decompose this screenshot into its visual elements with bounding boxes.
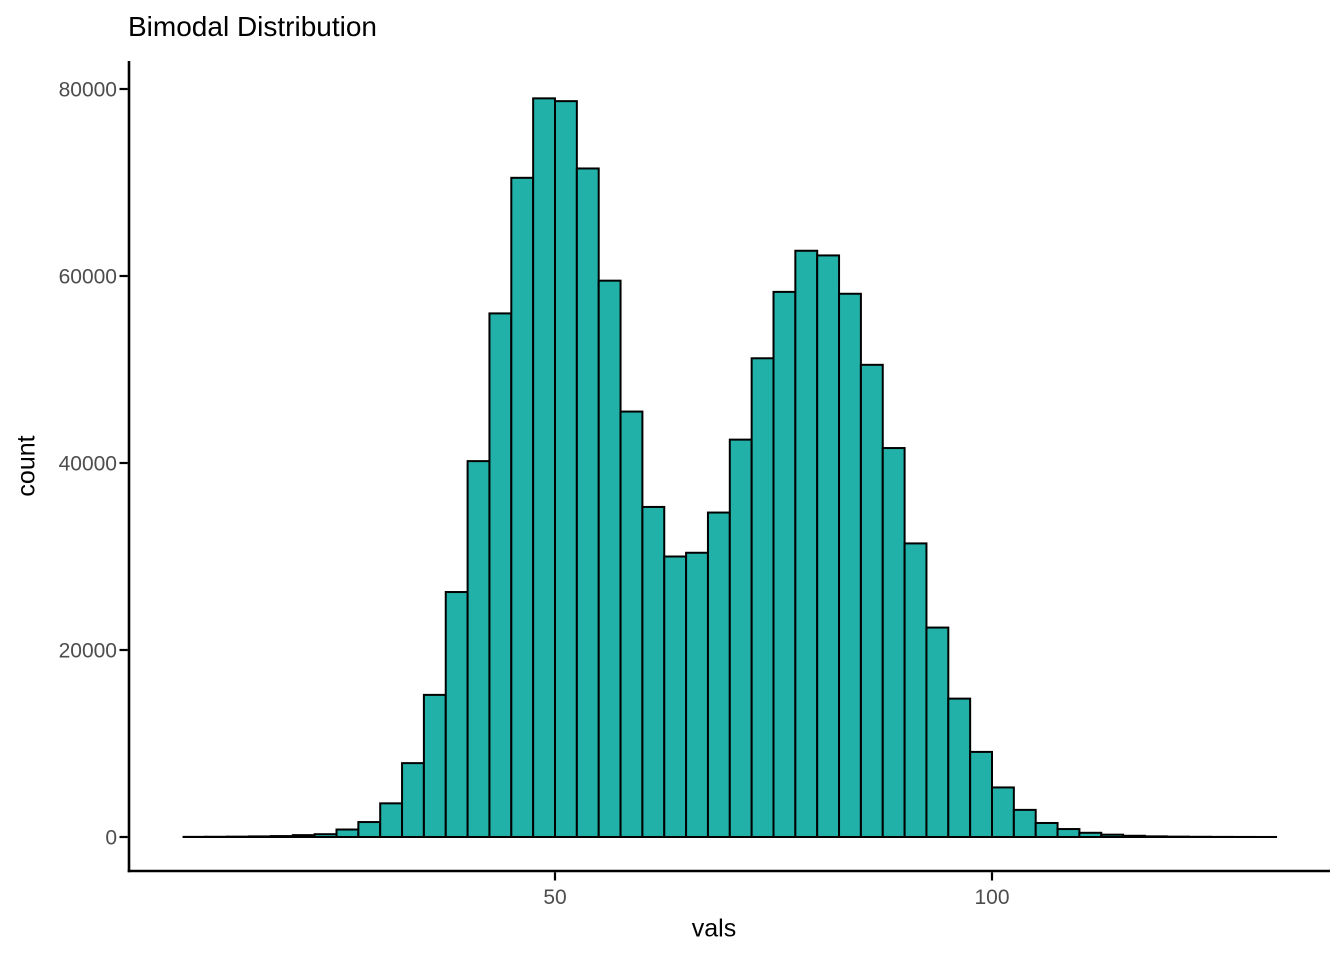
- histogram-bar: [706, 511, 731, 838]
- histogram-bar: [313, 833, 338, 839]
- histogram-bar: [335, 828, 360, 839]
- histogram-bar: [1056, 828, 1081, 838]
- histogram-bar: [1100, 833, 1125, 838]
- histogram-bar: [575, 167, 600, 839]
- y-tick-label: 20000: [59, 640, 117, 663]
- histogram-bar: [663, 555, 688, 838]
- histogram-bar: [1143, 835, 1168, 838]
- histogram-bar: [838, 292, 862, 838]
- histogram-bar: [772, 290, 797, 838]
- histogram-bar: [947, 697, 972, 838]
- histogram-bar: [750, 357, 775, 838]
- histogram-bar: [881, 447, 906, 838]
- histogram-bar: [357, 821, 382, 838]
- y-axis-title: count: [12, 435, 41, 497]
- histogram-bar: [619, 410, 644, 838]
- histogram-bar: [794, 249, 819, 838]
- histogram-bar: [1078, 831, 1103, 838]
- histogram-bar: [1034, 821, 1059, 838]
- histogram-bar: [641, 505, 666, 838]
- histogram-bar: [903, 542, 928, 838]
- chart-title: Bimodal Distribution: [128, 11, 377, 42]
- histogram-bar: [816, 254, 841, 838]
- histogram-bar: [728, 438, 753, 838]
- histogram-bar: [248, 835, 272, 839]
- histogram-bar: [991, 786, 1015, 839]
- histogram-bar: [269, 835, 294, 839]
- x-tick-label: 50: [543, 886, 566, 909]
- x-axis-title: vals: [691, 914, 737, 943]
- histogram-bar: [291, 834, 316, 839]
- histogram-bar: [488, 312, 513, 838]
- histogram-bar: [597, 279, 622, 839]
- histogram-bar: [969, 750, 994, 838]
- histogram-bar: [379, 802, 404, 839]
- y-tick-label: 0: [105, 827, 117, 850]
- histogram-bar: [1122, 834, 1146, 839]
- x-tick-label: 100: [974, 886, 1009, 909]
- histogram-bar: [925, 626, 950, 838]
- histogram-bar: [554, 100, 578, 838]
- histogram-bar: [532, 97, 557, 839]
- histogram-bar: [859, 363, 884, 838]
- histogram-bar: [1012, 808, 1037, 839]
- histogram-bar: [422, 693, 447, 838]
- histogram-bar: [466, 460, 491, 838]
- y-tick-label: 80000: [59, 79, 117, 102]
- histogram-bar: [444, 591, 469, 839]
- y-tick-label: 60000: [59, 266, 117, 289]
- y-tick-label: 40000: [59, 453, 117, 476]
- histogram-bar: [685, 551, 709, 838]
- histogram-bar: [510, 176, 535, 838]
- histogram-bar: [401, 762, 425, 839]
